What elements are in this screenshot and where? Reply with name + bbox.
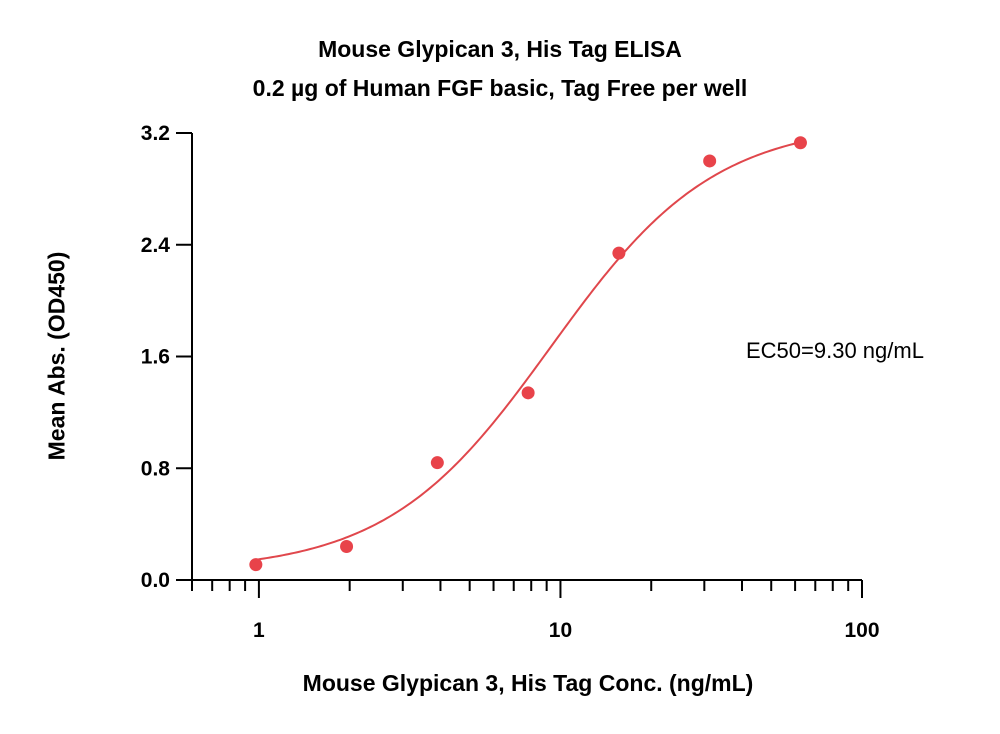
- y-tick-label: 0.8: [141, 457, 171, 480]
- y-tick-label: 1.6: [141, 346, 170, 369]
- data-point: [521, 386, 535, 400]
- data-points: [249, 136, 807, 572]
- x-tick-label: 10: [549, 619, 572, 642]
- tick-labels: 0.0 0.8 1.6 2.4 3.2 1 10 100: [141, 122, 880, 642]
- y-axis-label: Mean Abs. (OD450): [43, 251, 70, 461]
- data-point: [340, 539, 354, 553]
- data-point: [703, 154, 717, 168]
- data-point: [612, 246, 626, 260]
- y-tick-label: 0.0: [141, 569, 170, 592]
- y-tick-label: 3.2: [141, 122, 170, 145]
- y-tick-label: 2.4: [141, 234, 171, 257]
- chart-subtitle: 0.2 µg of Human FGF basic, Tag Free per …: [252, 75, 748, 101]
- data-point: [793, 136, 807, 150]
- data-point: [430, 456, 444, 470]
- axes: [176, 132, 863, 598]
- chart-title: Mouse Glypican 3, His Tag ELISA: [318, 36, 682, 62]
- x-tick-label: 1: [253, 619, 265, 642]
- x-tick-label: 100: [844, 619, 879, 642]
- data-point: [249, 558, 263, 572]
- ec50-annotation: EC50=9.30 ng/mL: [746, 338, 924, 363]
- x-axis-label: Mouse Glypican 3, His Tag Conc. (ng/mL): [302, 670, 754, 696]
- fit-curve: [255, 141, 801, 561]
